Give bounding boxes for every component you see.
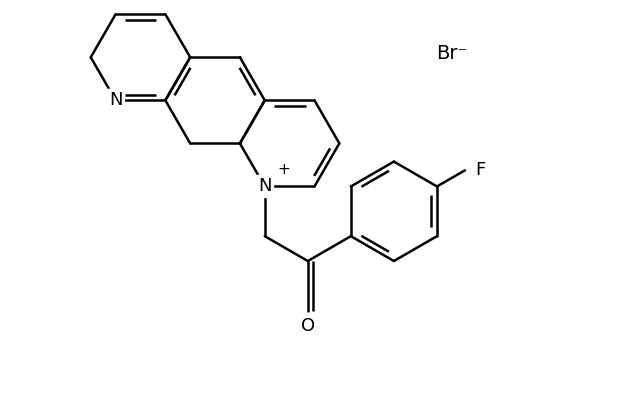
Text: N: N [258, 177, 271, 196]
Text: +: + [277, 162, 290, 177]
Text: F: F [475, 161, 485, 179]
Text: N: N [109, 91, 122, 109]
Text: Br⁻: Br⁻ [436, 44, 468, 63]
Text: O: O [301, 317, 315, 335]
